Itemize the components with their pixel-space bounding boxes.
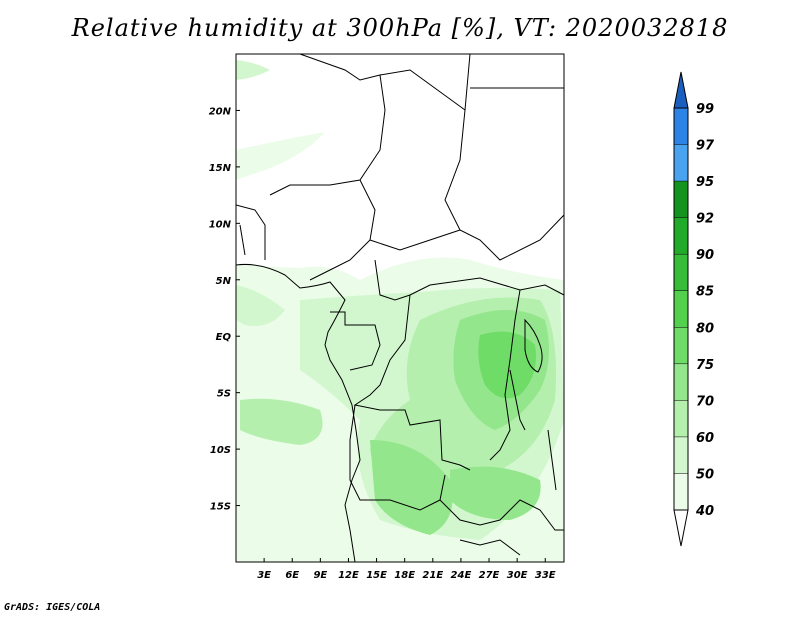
lon-tick-label-7: 24E <box>451 570 472 581</box>
lon-tick-label-3: 12E <box>338 570 359 581</box>
longitude-axis: 3E 6E 9E 12E 15E 18E 21E 24E 27E 30E 33E <box>257 558 556 581</box>
map-title: Relative humidity at 300hPa [%], VT: 202… <box>71 14 729 42</box>
colorbar-segment-5 <box>674 290 688 328</box>
colorbar-label-10: 50 <box>696 467 714 482</box>
map-frame <box>235 53 565 563</box>
lat-tick-label-1: 15N <box>209 163 232 174</box>
colorbar-segment-6 <box>674 327 688 364</box>
colorbar-segment-4 <box>674 254 688 291</box>
colorbar-segment-1 <box>674 144 688 182</box>
border-o <box>459 539 521 556</box>
colorbar-label-4: 90 <box>696 248 714 263</box>
lake-tanganyika <box>509 369 526 431</box>
border-l <box>439 499 564 531</box>
border-j <box>489 289 521 461</box>
rh-region-angola <box>370 440 453 535</box>
lat-tick-label-0: 20N <box>209 106 232 117</box>
lon-tick-label-9: 30E <box>507 570 528 581</box>
lon-tick-label-4: 15E <box>366 570 387 581</box>
lon-tick-label-8: 27E <box>479 570 500 581</box>
colorbar-segment-0 <box>674 108 688 145</box>
border-e <box>309 179 376 281</box>
lat-tick-label-2: 10N <box>209 219 232 230</box>
rh-region-core-inner <box>478 331 536 399</box>
rh-region-west-coast <box>236 285 285 326</box>
lat-tick-label-4: EQ <box>216 332 232 343</box>
border-g <box>374 259 564 301</box>
colorbar-label-5: 85 <box>696 285 714 300</box>
colorbar-segment-7 <box>674 363 688 401</box>
colorbar-label-2: 95 <box>696 175 714 190</box>
colorbar-label-0: 99 <box>696 102 714 117</box>
colorbar-label-3: 92 <box>696 212 714 227</box>
rh-region-northwest <box>236 132 325 180</box>
border-k <box>349 404 446 511</box>
colorbar-label-8: 70 <box>696 394 714 409</box>
colorbar-label-11: 40 <box>695 504 714 519</box>
lon-tick-label-0: 3E <box>257 570 271 581</box>
colorbar-label-9: 60 <box>696 431 714 446</box>
colorbar-segment-2 <box>674 181 688 218</box>
lake-east <box>524 318 543 373</box>
lat-tick-label-5: 5S <box>217 389 231 400</box>
lon-tick-label-10: 33E <box>535 570 556 581</box>
border-m <box>236 204 266 260</box>
humidity-field <box>236 60 564 562</box>
colorbar-top-arrow <box>673 71 689 109</box>
colorbar-segment-8 <box>674 400 688 437</box>
colorbar-segment-10 <box>674 473 688 510</box>
lat-tick-label-6: 10S <box>210 445 231 456</box>
border-d <box>444 109 564 261</box>
colorbar-segment-9 <box>674 436 688 474</box>
lake-malawi <box>547 429 557 491</box>
colorbar-label-6: 80 <box>696 321 714 336</box>
lon-tick-label-6: 21E <box>422 570 443 581</box>
lon-tick-label-5: 18E <box>394 570 415 581</box>
border-h <box>330 311 381 371</box>
lat-tick-label-3: 5N <box>216 276 232 287</box>
lon-tick-label-1: 6E <box>285 570 299 581</box>
colorbar: 99 97 95 92 90 85 80 75 70 60 50 40 <box>673 71 715 547</box>
rh-region-south <box>450 466 541 520</box>
border-n <box>239 224 246 256</box>
lat-tick-label-7: 15S <box>210 502 231 513</box>
coastline <box>236 264 361 562</box>
border-i <box>353 294 471 471</box>
rh-region-atlantic <box>240 398 323 445</box>
country-borders <box>236 54 564 562</box>
rh-region-gabon <box>300 338 370 390</box>
rh-region-topleft <box>236 60 270 80</box>
latitude-axis: 20N 15N 10N 5N EQ 5S 10S 15S <box>209 106 240 513</box>
colorbar-label-1: 97 <box>696 139 715 154</box>
border-a <box>269 54 386 196</box>
colorbar-bottom-arrow <box>673 509 689 547</box>
lon-tick-label-2: 9E <box>313 570 327 581</box>
colorbar-label-7: 75 <box>696 358 714 373</box>
border-f <box>369 229 461 251</box>
border-b <box>379 54 471 111</box>
grads-credit: GrADS: IGES/COLA <box>4 602 101 613</box>
colorbar-segment-3 <box>674 217 688 255</box>
